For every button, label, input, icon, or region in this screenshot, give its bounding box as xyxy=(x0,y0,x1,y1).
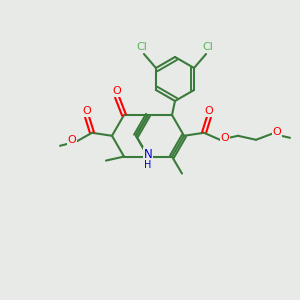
Text: Cl: Cl xyxy=(136,42,147,52)
Text: N: N xyxy=(144,148,152,161)
Text: O: O xyxy=(205,106,213,116)
Text: Cl: Cl xyxy=(202,42,214,52)
Text: O: O xyxy=(112,86,122,96)
Text: O: O xyxy=(220,133,230,143)
Text: H: H xyxy=(144,160,152,170)
Text: O: O xyxy=(273,127,281,137)
Text: O: O xyxy=(68,135,76,145)
Text: O: O xyxy=(82,106,91,116)
